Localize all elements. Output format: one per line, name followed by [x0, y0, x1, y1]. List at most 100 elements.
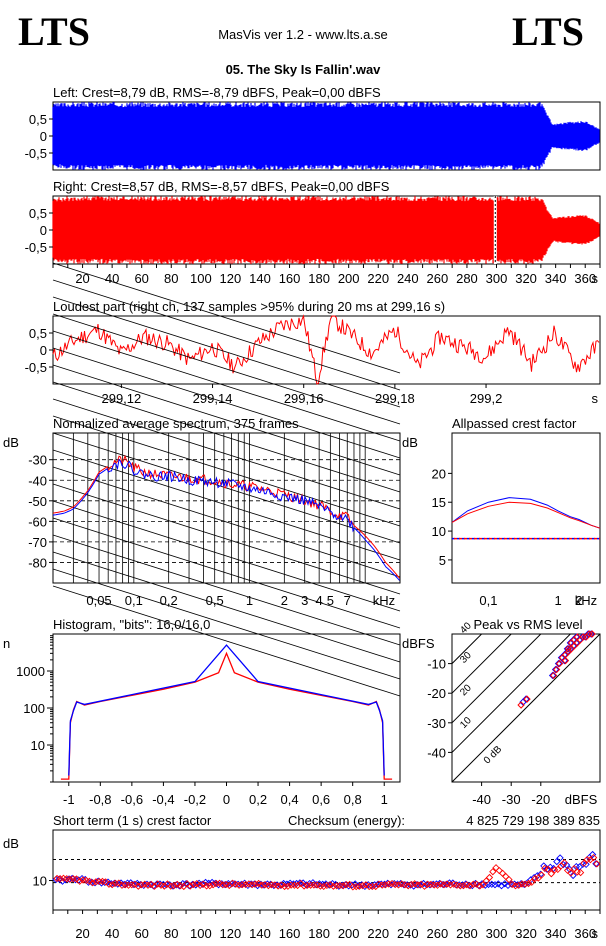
scatter-point [548, 671, 557, 680]
crest-line-label: 30 [458, 650, 474, 666]
x-tick-label: 220 [367, 271, 389, 286]
crest-point [193, 879, 201, 888]
crest-point [303, 881, 312, 889]
crest-point [553, 857, 561, 866]
slope-line [52, 585, 401, 697]
crest-point [206, 882, 214, 890]
y-tick-label: 15 [432, 495, 446, 510]
histogram-trace [68, 644, 385, 776]
x-unit-label: s [592, 926, 599, 941]
chart-title: Loudest part (right ch, 137 samples >95%… [53, 299, 445, 314]
waveform-trace [52, 102, 600, 170]
crest-point [560, 859, 568, 867]
slope-line [52, 364, 401, 476]
slope-line [52, 381, 401, 493]
crest-point [251, 880, 260, 888]
y-tick-label: -60 [28, 514, 47, 529]
x-tick-label: 320 [515, 926, 537, 941]
x-tick-label: 300 [486, 926, 508, 941]
crest-point [469, 880, 477, 888]
logo-right: LTS [512, 9, 584, 54]
crest-point [196, 881, 204, 890]
x-tick-label: 240 [397, 271, 419, 286]
y-tick-label: 20 [432, 466, 446, 481]
crest-point [300, 882, 308, 890]
histogram-trace [60, 651, 393, 780]
x-tick-label: 0,2 [160, 593, 178, 608]
spectrum-chart: Normalized average spectrum, 375 frames d… [3, 262, 401, 697]
crest-point [501, 880, 509, 888]
crest-point [111, 879, 120, 887]
crest-point [547, 870, 555, 878]
crest-point [95, 877, 103, 886]
crest-point [258, 881, 266, 889]
y-tick-label: -40 [28, 473, 47, 488]
crest-point [118, 881, 126, 889]
x-tick-label: 360 [574, 271, 596, 286]
right-waveform-chart: Right: Crest=8,57 dB, RMS=-8,57 dBFS, Pe… [25, 179, 601, 286]
x-tick-label: 160 [279, 926, 301, 941]
crest-point [329, 882, 338, 890]
crest-point [489, 868, 497, 876]
x-tick-label: 299,18 [375, 391, 415, 406]
y-tick-label: 0,5 [29, 326, 47, 341]
crest-point [137, 881, 146, 889]
y-tick-label: -80 [28, 555, 47, 570]
slope-line [52, 313, 401, 425]
x-tick-label: 100 [190, 271, 212, 286]
crest-point [72, 875, 81, 883]
x-tick-label: -30 [502, 792, 521, 807]
x-tick-label: 7 [344, 593, 351, 608]
x-tick-label: 20 [75, 926, 89, 941]
x-tick-label: 140 [249, 926, 271, 941]
crest-point [518, 880, 526, 888]
crest-point [199, 880, 207, 888]
x-tick-label: 240 [397, 926, 419, 941]
x-tick-label: 200 [338, 926, 360, 941]
x-tick-label: 299,2 [470, 391, 503, 406]
crest-point [124, 881, 133, 889]
scatter-point [523, 695, 531, 703]
crest-point [248, 880, 256, 889]
slope-line [52, 500, 401, 612]
x-tick-label: 300 [486, 271, 508, 286]
crest-point [306, 881, 315, 889]
chart-title: Left: Crest=8,79 dB, RMS=-8,79 dBFS, Pea… [53, 85, 381, 100]
scatter-point [551, 665, 560, 674]
x-tick-label: 80 [164, 926, 178, 941]
crest-point [537, 871, 546, 879]
x-tick-label: 0,6 [312, 792, 330, 807]
y-tick-label: 10 [33, 874, 47, 889]
crest-point [582, 860, 590, 869]
logo-left: LTS [18, 9, 90, 54]
slope-line [52, 415, 401, 527]
crest-point [134, 882, 142, 890]
crest-point [219, 881, 227, 889]
x-tick-label: 360 [574, 926, 596, 941]
crest-point [420, 882, 429, 890]
y-tick-label: -10 [427, 657, 446, 672]
crest-point [540, 862, 548, 870]
crest-point [497, 882, 506, 890]
crest-point [589, 853, 598, 862]
chart-title: Peak vs RMS level [473, 617, 582, 632]
crest-point [378, 881, 386, 889]
crest-point [130, 880, 138, 889]
scatter-point [549, 671, 558, 680]
slope-line [52, 483, 401, 595]
crest-point [349, 883, 357, 891]
crest-point [352, 882, 360, 891]
x-tick-label: kHz [373, 593, 395, 608]
x-tick-label: 1 [554, 593, 561, 608]
slope-line [52, 296, 401, 408]
slope-line [52, 517, 401, 629]
crest-point [221, 880, 229, 889]
x-tick-label: 40 [105, 271, 119, 286]
y-axis-label: dB [3, 435, 19, 450]
y-tick-label: -40 [427, 745, 446, 760]
x-tick-label: 0,2 [249, 792, 267, 807]
x-tick-label: -0,8 [89, 792, 111, 807]
slope-line [52, 347, 401, 459]
slope-line [52, 432, 401, 544]
spectrum-trace [53, 458, 400, 581]
